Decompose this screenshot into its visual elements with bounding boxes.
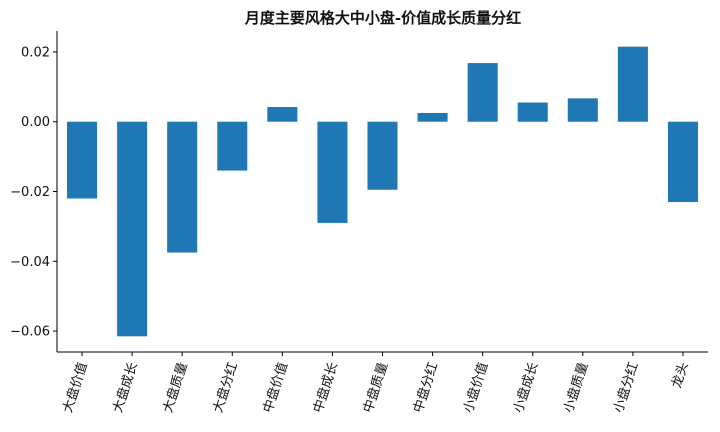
x-tick-label: 小盘价值 bbox=[460, 360, 491, 414]
y-tick-label: −0.04 bbox=[10, 255, 50, 270]
y-tick-label: −0.06 bbox=[10, 325, 50, 340]
x-tick-label: 中盘成长 bbox=[310, 360, 341, 414]
y-tick-label: 0.00 bbox=[21, 115, 50, 130]
chart-title: 月度主要风格大中小盘-价值成长质量分红 bbox=[244, 9, 521, 27]
bar-9 bbox=[467, 63, 498, 122]
x-tick-label: 小盘质量 bbox=[560, 360, 591, 414]
bar-8 bbox=[417, 112, 448, 122]
x-tick-label: 大盘成长 bbox=[110, 360, 141, 414]
bar-13 bbox=[667, 121, 698, 202]
x-tick-label: 大盘价值 bbox=[60, 360, 91, 414]
x-tick-label: 小盘分红 bbox=[610, 360, 641, 414]
bar-4 bbox=[217, 121, 248, 171]
x-tick-label: 小盘成长 bbox=[510, 360, 541, 414]
bar-7 bbox=[367, 121, 398, 190]
x-tick-label: 龙头 bbox=[669, 361, 691, 390]
y-tick-label: −0.02 bbox=[10, 185, 50, 200]
bar-1 bbox=[67, 121, 98, 199]
x-tick-label: 大盘质量 bbox=[160, 360, 191, 414]
x-tick-label: 中盘分红 bbox=[410, 360, 441, 414]
plot-area: 0.020.00−0.02−0.04−0.06大盘价值 大盘成长 大盘质量 大盘分红中… bbox=[10, 31, 708, 415]
x-tick-label: 大盘分红 bbox=[210, 360, 241, 414]
bar-11 bbox=[567, 98, 598, 122]
bar-6 bbox=[317, 121, 348, 223]
y-tick-label: 0.02 bbox=[21, 45, 50, 60]
bar-5 bbox=[267, 107, 298, 122]
bar-3 bbox=[167, 121, 198, 253]
bar-2 bbox=[117, 121, 148, 337]
bar-12 bbox=[617, 46, 648, 122]
x-tick-label: 中盘价值 bbox=[260, 360, 291, 414]
x-tick-label: 中盘质量 bbox=[360, 360, 391, 414]
bar-10 bbox=[517, 102, 548, 122]
